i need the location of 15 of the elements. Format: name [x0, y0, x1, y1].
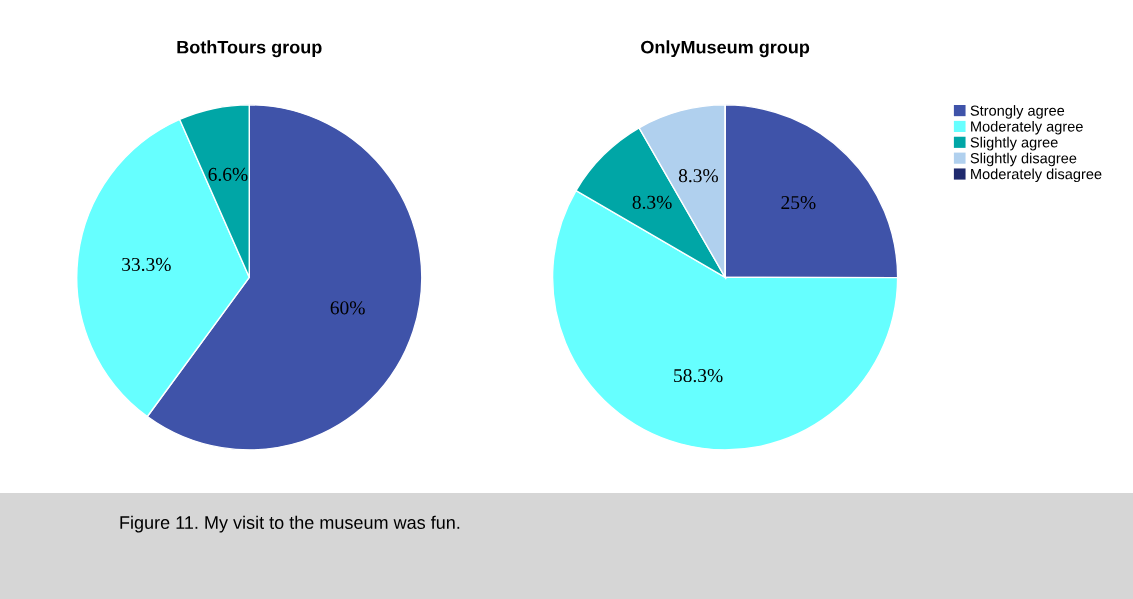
data-label: 33.3% [122, 257, 171, 272]
data-label: 8.3% [632, 195, 672, 209]
data-label: 6.6% [208, 167, 248, 181]
legend-label: Slightly disagree [970, 152, 1077, 167]
data-label: 58.3% [674, 369, 723, 383]
legend-label: Moderately disagree [971, 168, 1102, 183]
data-label: 60% [330, 301, 365, 315]
chart-title: OnlyMuseum group [641, 40, 810, 58]
caption: Figure 11. My visit to the museum was fun. [120, 515, 460, 533]
legend-label: Slightly agree [970, 136, 1058, 151]
legend-label: Moderately agree [971, 120, 1083, 135]
data-label: 25% [781, 195, 816, 210]
legend-label: Strongly agree [970, 105, 1065, 119]
chart-title: BothTours group [177, 40, 322, 58]
data-label: 8.3% [678, 169, 718, 183]
